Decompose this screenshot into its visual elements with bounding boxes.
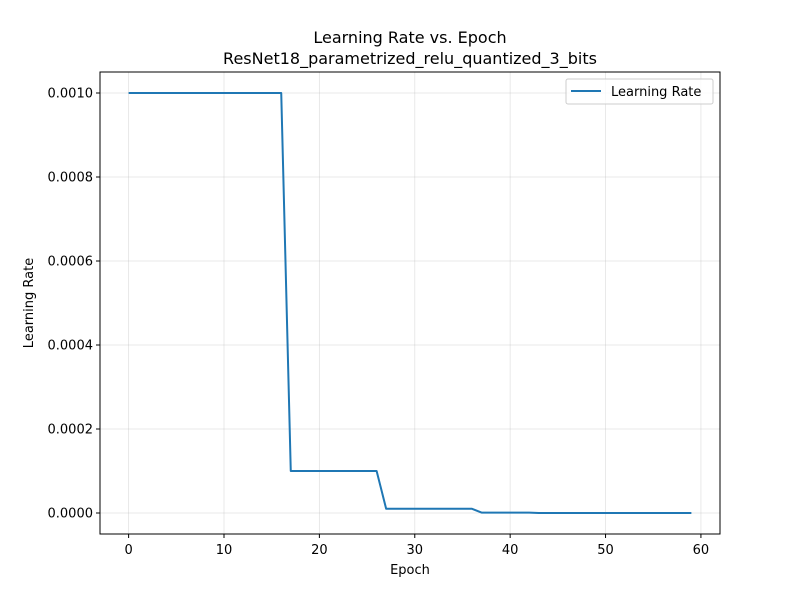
- chart-title: Learning Rate vs. Epoch: [313, 28, 506, 47]
- legend-box: [565, 78, 714, 105]
- y-tick-label: 0.0002: [48, 423, 94, 438]
- x-tick-label: 30: [406, 543, 423, 558]
- legend-label: Learning Rate: [611, 85, 701, 100]
- y-tick-label: 0.0006: [48, 255, 94, 270]
- series-group: [128, 92, 692, 514]
- y-tick-label: 0.0004: [48, 339, 94, 354]
- legend: Learning Rate: [565, 78, 714, 105]
- x-tick-label: 40: [502, 543, 519, 558]
- y-axis-label: Learning Rate: [22, 258, 37, 348]
- y-tick-label: 0.0010: [48, 87, 94, 102]
- chart-subtitle: ResNet18_parametrized_relu_quantized_3_b…: [223, 49, 597, 69]
- x-tick-label: 0: [124, 543, 132, 558]
- grid: [100, 72, 720, 534]
- x-tick-label: 10: [216, 543, 233, 558]
- x-tick-label: 60: [693, 543, 710, 558]
- plot-area-frame: [99, 71, 721, 535]
- x-tick-label: 50: [597, 543, 614, 558]
- x-axis: 0 10 20 30 40 50 60: [124, 534, 709, 558]
- series-line: [128, 92, 692, 514]
- x-tick-label: 20: [311, 543, 328, 558]
- x-axis-label: Epoch: [390, 563, 430, 578]
- y-tick-label: 0.0008: [48, 171, 94, 186]
- y-axis: 0.0000 0.0002 0.0004 0.0006 0.0008 0.0010: [48, 87, 100, 522]
- y-tick-label: 0.0000: [48, 507, 94, 522]
